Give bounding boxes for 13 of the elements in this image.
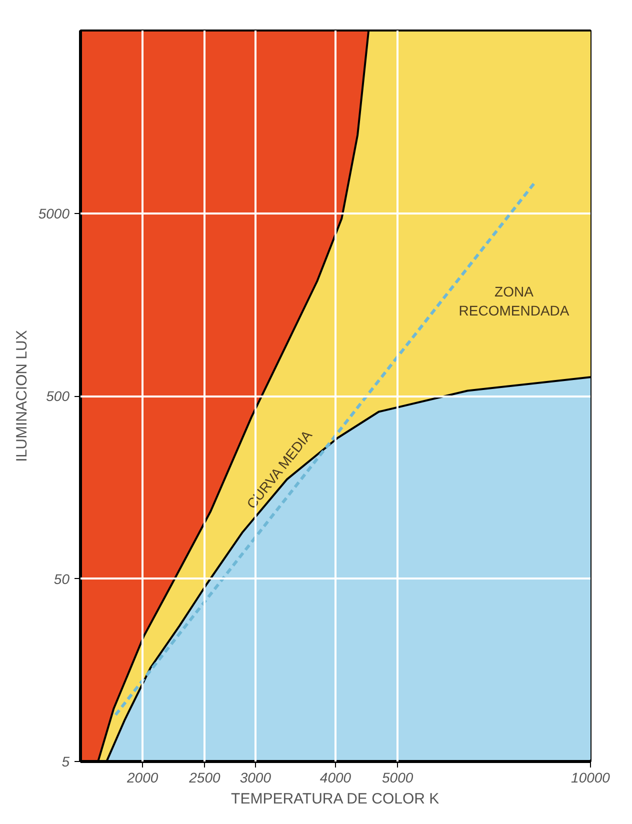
x-tick-label: 2500 xyxy=(188,770,220,786)
x-tick-label: 10000 xyxy=(571,770,610,786)
x-tick-label: 4000 xyxy=(320,770,352,786)
x-tick-label: 2000 xyxy=(126,770,158,786)
y-tick-label: 50 xyxy=(54,570,70,587)
y-tick-label: 5 xyxy=(62,754,70,770)
x-tick-label: 5000 xyxy=(382,770,414,786)
x-tick-label: 3000 xyxy=(240,770,272,786)
series-label: ZONA RECOMENDADA xyxy=(458,283,570,319)
y-axis-title: ILUMINACION LUX xyxy=(13,330,30,462)
y-tick-label: 500 xyxy=(46,388,70,404)
y-tick-label: 5000 xyxy=(38,205,70,222)
x-axis-title: TEMPERATURA DE COLOR K xyxy=(231,790,440,808)
